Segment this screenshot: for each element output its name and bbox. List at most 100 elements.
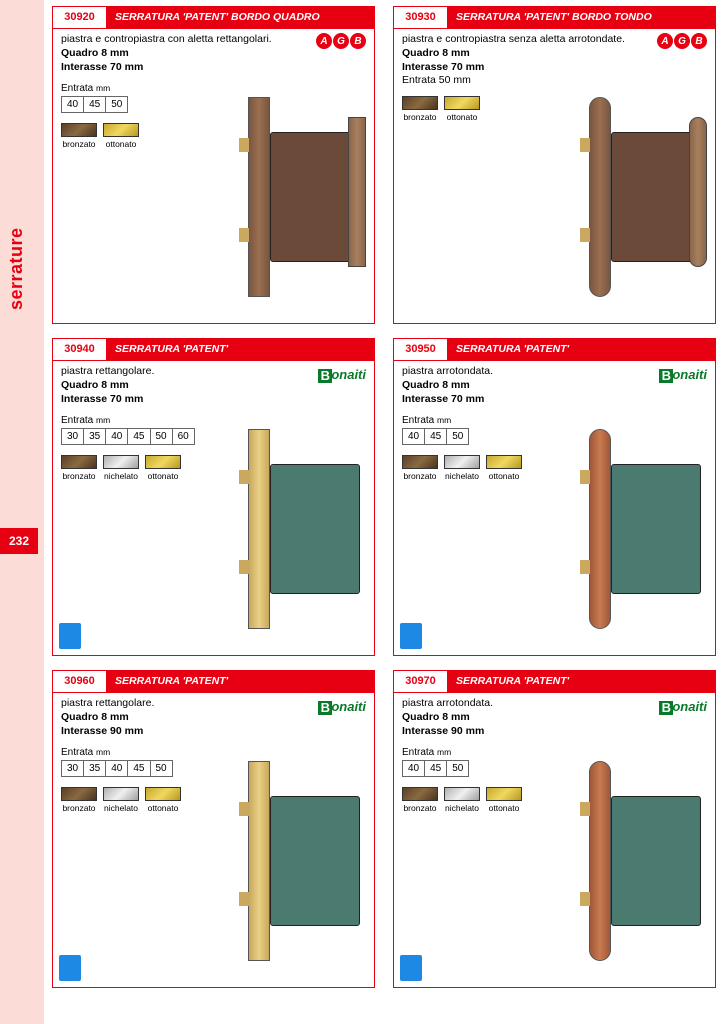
section-label: serrature bbox=[6, 227, 27, 310]
brand-logo-icon: B bbox=[659, 369, 673, 383]
swatch-label: nichelato bbox=[444, 471, 480, 481]
swatch: bronzato bbox=[61, 787, 97, 813]
swatch-label: ottonato bbox=[486, 471, 522, 481]
brand-logo-icon: B bbox=[659, 701, 673, 715]
entrata-cell: 50 bbox=[106, 97, 128, 112]
brand-letter: G bbox=[674, 33, 690, 49]
lock-bolt bbox=[239, 560, 249, 574]
swatch-color bbox=[61, 123, 97, 137]
swatch-label: bronzato bbox=[61, 139, 97, 149]
product-code: 30950 bbox=[394, 339, 448, 361]
product-spec: Interasse 90 mm bbox=[61, 725, 366, 739]
entrata-cell: 45 bbox=[425, 761, 447, 776]
swatch: ottonato bbox=[145, 455, 181, 481]
strike-plate bbox=[689, 117, 707, 267]
product-title: SERRATURA 'PATENT' bbox=[448, 671, 715, 693]
swatch: nichelato bbox=[103, 455, 139, 481]
side-band bbox=[0, 0, 44, 1024]
entrata-label: Entrata mm bbox=[61, 415, 110, 426]
swatch: nichelato bbox=[444, 455, 480, 481]
lock-latch bbox=[580, 138, 590, 152]
entrata-cell: 40 bbox=[402, 761, 425, 776]
entrata-cell: 60 bbox=[173, 429, 195, 444]
product-spec: Interasse 70 mm bbox=[61, 393, 366, 407]
swatch-color bbox=[402, 455, 438, 469]
swatch-color bbox=[61, 455, 97, 469]
product-spec: Interasse 70 mm bbox=[61, 61, 366, 75]
entrata-cell: 50 bbox=[447, 429, 469, 444]
blue-tag-icon bbox=[400, 955, 422, 981]
swatch-color bbox=[103, 787, 139, 801]
swatch-label: nichelato bbox=[103, 803, 139, 813]
brand-logo-icon: B bbox=[318, 701, 332, 715]
lock-latch bbox=[239, 802, 249, 816]
lock-faceplate bbox=[248, 761, 270, 961]
blue-tag-icon bbox=[59, 623, 81, 649]
entrata-unit: mm bbox=[437, 415, 451, 425]
product-image bbox=[208, 419, 368, 649]
entrata-label: Entrata mm bbox=[402, 415, 451, 426]
lock-case bbox=[270, 796, 360, 926]
product-card: 30960SERRATURA 'PATENT'piastra rettangol… bbox=[52, 670, 375, 988]
brand-bonaiti: Bonaiti bbox=[659, 367, 707, 383]
entrata-cell: 40 bbox=[106, 429, 128, 444]
swatch-label: ottonato bbox=[145, 471, 181, 481]
product-code: 30940 bbox=[53, 339, 107, 361]
swatch-color bbox=[103, 123, 139, 137]
swatch: ottonato bbox=[103, 123, 139, 149]
entrata-row: 404550 bbox=[402, 428, 469, 445]
entrata-cell: 50 bbox=[447, 761, 469, 776]
swatch-color bbox=[145, 455, 181, 469]
lock-bolt bbox=[239, 228, 249, 242]
swatch: bronzato bbox=[61, 455, 97, 481]
swatch-color bbox=[444, 96, 480, 110]
swatch-color bbox=[486, 455, 522, 469]
swatch: bronzato bbox=[402, 96, 438, 122]
swatch-label: bronzato bbox=[402, 803, 438, 813]
product-card: 30940SERRATURA 'PATENT'piastra rettangol… bbox=[52, 338, 375, 656]
product-card: 30950SERRATURA 'PATENT'piastra arrotonda… bbox=[393, 338, 716, 656]
swatch-label: bronzato bbox=[61, 471, 97, 481]
swatch-color bbox=[486, 787, 522, 801]
brand-letter: A bbox=[316, 33, 332, 49]
swatch-label: ottonato bbox=[486, 803, 522, 813]
brand-bonaiti: Bonaiti bbox=[659, 699, 707, 715]
product-spec: Quadro 8 mm bbox=[61, 47, 366, 61]
lock-faceplate bbox=[589, 761, 611, 961]
entrata-unit: mm bbox=[437, 747, 451, 757]
product-card: 30920SERRATURA 'PATENT' BORDO QUADROpias… bbox=[52, 6, 375, 324]
entrata-cell: 50 bbox=[151, 761, 173, 776]
entrata-cell: 40 bbox=[106, 761, 128, 776]
brand-letter: A bbox=[657, 33, 673, 49]
lock-case bbox=[611, 796, 701, 926]
entrata-unit: mm bbox=[96, 747, 110, 757]
entrata-cell: 45 bbox=[425, 429, 447, 444]
product-image bbox=[549, 419, 709, 649]
entrata-label: Entrata mm bbox=[61, 83, 110, 94]
swatch-color bbox=[61, 787, 97, 801]
lock-case bbox=[611, 132, 701, 262]
lock-bolt bbox=[580, 892, 590, 906]
swatch: nichelato bbox=[444, 787, 480, 813]
entrata-row: 404550 bbox=[61, 96, 128, 113]
entrata-cell: 40 bbox=[61, 97, 84, 112]
entrata-cell: 30 bbox=[61, 761, 84, 776]
product-code: 30920 bbox=[53, 7, 107, 29]
swatch: ottonato bbox=[486, 787, 522, 813]
entrata-label: Entrata mm bbox=[402, 747, 451, 758]
lock-case bbox=[270, 464, 360, 594]
swatch-label: bronzato bbox=[402, 471, 438, 481]
strike-plate bbox=[348, 117, 366, 267]
brand-agb: AGB bbox=[657, 33, 707, 49]
entrata-cell: 50 bbox=[151, 429, 173, 444]
product-image bbox=[549, 751, 709, 981]
entrata-unit: mm bbox=[96, 415, 110, 425]
entrata-unit: mm bbox=[96, 83, 110, 93]
product-image bbox=[208, 87, 368, 317]
swatch-label: ottonato bbox=[444, 112, 480, 122]
lock-case bbox=[611, 464, 701, 594]
product-spec: Interasse 70 mm bbox=[402, 393, 707, 407]
entrata-row: 404550 bbox=[402, 760, 469, 777]
lock-faceplate bbox=[248, 429, 270, 629]
product-spec: Quadro 8 mm bbox=[402, 47, 707, 61]
